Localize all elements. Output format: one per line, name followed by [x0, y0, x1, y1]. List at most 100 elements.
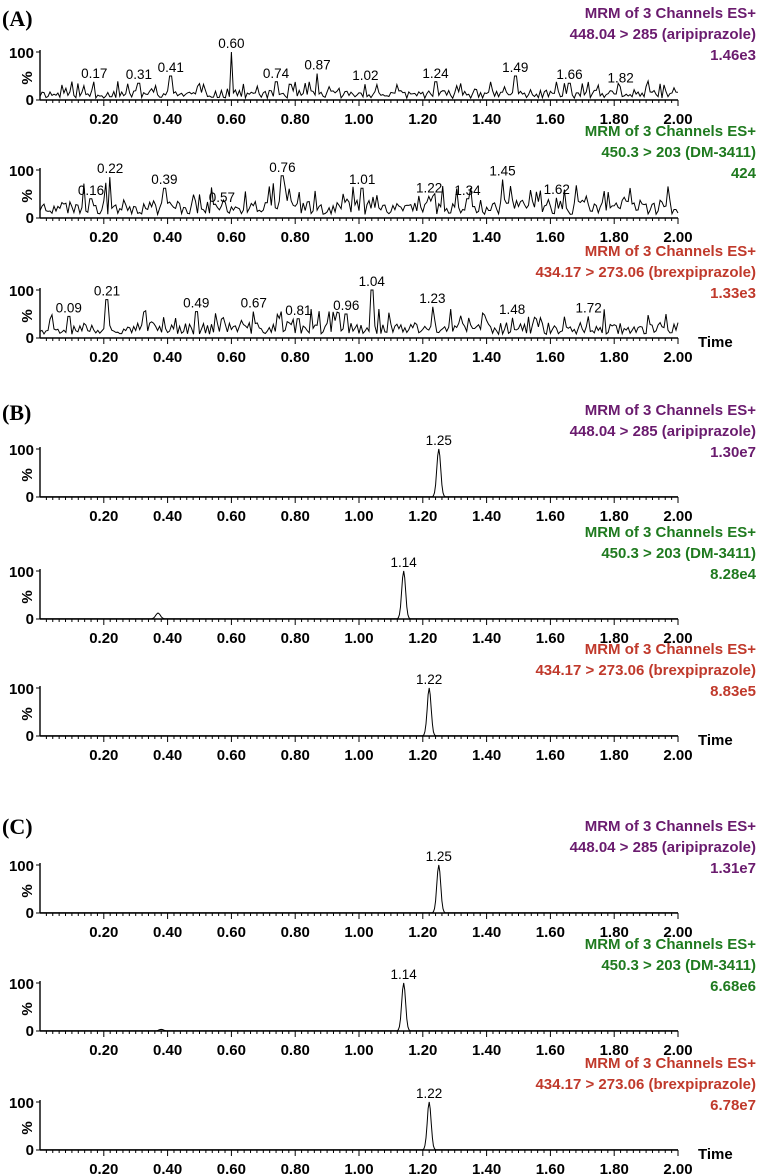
y-tick-label: 100: [9, 442, 34, 459]
panel-letter: (C): [2, 814, 33, 839]
trace-info-line: 434.17 > 273.06 (brexpiprazole): [535, 662, 756, 679]
panel-a: (A) 0.20 0.40 0.60 0.80 1.00 1.20 1.40 1.60 1.80 2…: [2, 5, 757, 366]
peak-label: 0.22: [97, 161, 123, 176]
x-tick-label: 0.60: [217, 111, 246, 128]
peak-label: 0.60: [218, 36, 244, 51]
x-tick-label: 1.60: [536, 349, 565, 366]
trace-info-line: 6.78e7: [710, 1097, 756, 1114]
y-tick-label: 100: [9, 45, 34, 62]
x-tick-label: 1.80: [600, 111, 629, 128]
y-tick-label: 100: [9, 858, 34, 875]
peak-label: 0.67: [241, 296, 267, 311]
x-tick-label: 1.60: [536, 229, 565, 246]
peak-label: 0.17: [81, 66, 107, 81]
peak-label: 1.72: [576, 300, 602, 315]
signal-trace: [40, 982, 678, 1032]
signal-trace: [40, 570, 678, 620]
x-tick-label: 1.60: [536, 111, 565, 128]
trace-info-line: MRM of 3 Channels ES+: [585, 1055, 757, 1072]
signal-trace: [39, 289, 679, 336]
trace-info-line: 450.3 > 203 (DM-3411): [601, 545, 756, 562]
trace-info-line: 448.04 > 285 (aripiprazole): [570, 26, 756, 43]
trace-1: 0.20 0.40 0.60 0.80 1.00 1.20 1.40 1.60 1.80 2.00…: [9, 818, 756, 941]
trace-info-line: 8.83e5: [710, 683, 756, 700]
x-tick-label: 0.80: [281, 229, 310, 246]
x-tick-label: 1.00: [344, 1161, 373, 1175]
x-tick-label: 1.80: [600, 1042, 629, 1059]
y-tick-label: 0: [26, 611, 34, 628]
y-axis-label: %: [19, 1002, 36, 1015]
x-tick-label: 1.80: [600, 747, 629, 764]
peak-label: 1.82: [607, 71, 633, 86]
x-tick-label: 0.40: [153, 630, 182, 647]
peak-label: 1.25: [426, 849, 452, 864]
x-tick-label: 0.80: [281, 1042, 310, 1059]
trace-info-line: MRM of 3 Channels ES+: [585, 641, 757, 658]
peak-label: 0.31: [126, 67, 152, 82]
x-tick-label: 1.40: [472, 1042, 501, 1059]
trace-info-line: MRM of 3 Channels ES+: [585, 818, 757, 835]
x-tick-label: 1.20: [408, 630, 437, 647]
x-tick-label: 0.60: [217, 924, 246, 941]
x-tick-label: 0.80: [281, 747, 310, 764]
y-tick-label: 0: [26, 210, 34, 227]
x-tick-label: 1.20: [408, 924, 437, 941]
trace-info-line: 1.46e3: [710, 47, 756, 64]
y-axis-label: %: [19, 590, 36, 603]
x-tick-label: 2.00: [663, 229, 692, 246]
x-tick-label: 1.60: [536, 924, 565, 941]
peak-label: 0.49: [183, 296, 209, 311]
panel-b: (B) 0.20 0.40 0.60 0.80 1.00 1.20 1.40 1.60 1.80 2…: [2, 400, 757, 764]
x-tick-label: 1.40: [472, 1161, 501, 1175]
x-tick-label: 1.80: [600, 924, 629, 941]
peak-label: 1.01: [349, 172, 375, 187]
x-tick-label: 0.40: [153, 1042, 182, 1059]
y-tick-label: 0: [26, 728, 34, 745]
x-tick-label: 0.20: [89, 630, 118, 647]
y-tick-label: 100: [9, 564, 34, 581]
panel-letter: (B): [2, 400, 31, 425]
trace-1: 0.20 0.40 0.60 0.80 1.00 1.20 1.40 1.60 1.80 2.00…: [9, 5, 756, 128]
peak-label: 0.16: [78, 183, 104, 198]
x-tick-label: 0.20: [89, 747, 118, 764]
trace-info-line: MRM of 3 Channels ES+: [585, 524, 757, 541]
peak-label: 1.45: [489, 164, 515, 179]
trace-info-line: 434.17 > 273.06 (brexpiprazole): [535, 1076, 756, 1093]
x-tick-label: 0.60: [217, 229, 246, 246]
trace-3: 0.20 0.40 0.60 0.80 1.00 1.20 1.40 1.60 1.80 2.00…: [9, 1055, 756, 1175]
trace-info-line: 1.31e7: [710, 860, 756, 877]
x-tick-label: 0.80: [281, 1161, 310, 1175]
peak-label: 1.14: [391, 967, 418, 982]
x-tick-label: 0.40: [153, 747, 182, 764]
x-tick-label: 1.40: [472, 229, 501, 246]
signal-trace: [40, 1101, 678, 1151]
x-tick-label: 1.60: [536, 1161, 565, 1175]
peak-label: 1.49: [502, 60, 528, 75]
x-tick-label: 0.40: [153, 229, 182, 246]
x-tick-label: 0.20: [89, 924, 118, 941]
x-tick-label: 1.80: [600, 349, 629, 366]
peak-label: 1.02: [352, 68, 378, 83]
x-tick-label: 1.40: [472, 924, 501, 941]
peak-label: 0.87: [304, 58, 330, 73]
trace-info-line: MRM of 3 Channels ES+: [585, 243, 757, 260]
peak-label: 1.66: [556, 67, 582, 82]
x-tick-label: 0.40: [153, 508, 182, 525]
y-axis-label: %: [19, 71, 36, 84]
x-axis-label: Time: [698, 732, 733, 749]
trace-info-line: MRM of 3 Channels ES+: [585, 402, 757, 419]
y-tick-label: 100: [9, 681, 34, 698]
x-tick-label: 2.00: [663, 349, 692, 366]
x-tick-label: 1.00: [344, 747, 373, 764]
x-tick-label: 2.00: [663, 1042, 692, 1059]
trace-info-line: 6.68e6: [710, 978, 756, 995]
x-tick-label: 1.00: [344, 111, 373, 128]
x-tick-label: 2.00: [663, 111, 692, 128]
peak-label: 0.57: [209, 190, 235, 205]
peak-label: 0.81: [285, 303, 311, 318]
x-tick-label: 0.20: [89, 229, 118, 246]
peak-label: 0.09: [56, 300, 82, 315]
x-tick-label: 1.40: [472, 630, 501, 647]
peak-label: 1.22: [416, 672, 442, 687]
peak-label: 1.34: [454, 183, 481, 198]
